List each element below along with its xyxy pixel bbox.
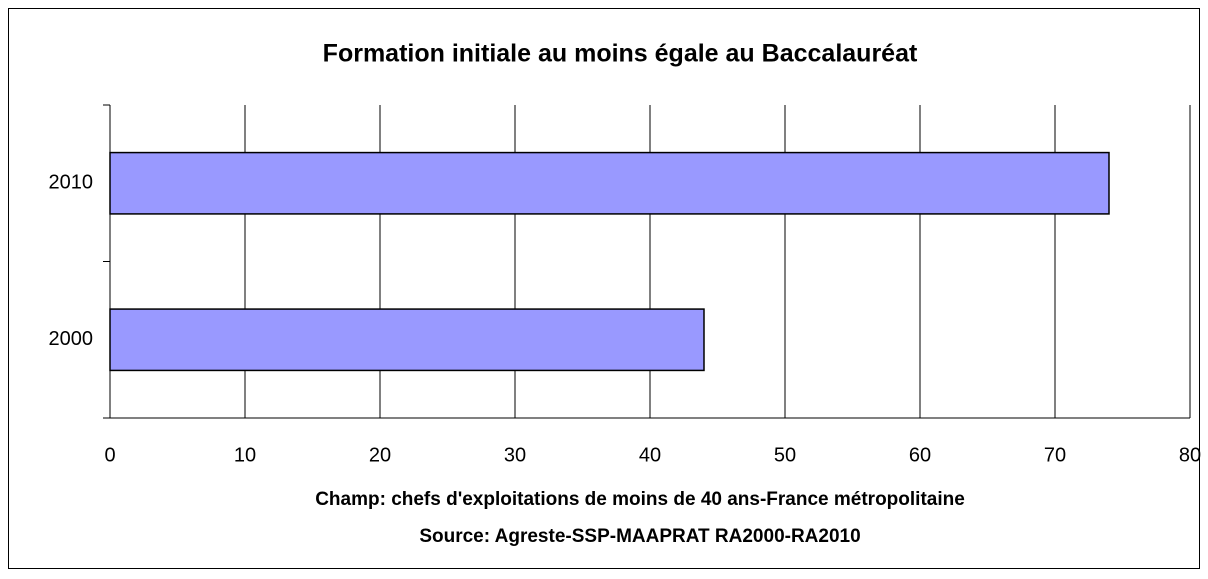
chart-title: Formation initiale au moins égale au Bac… [323,40,918,68]
source-note: Source: Agreste-SSP-MAAPRAT RA2000-RA201… [419,526,860,547]
y-tick-label: 2000 [49,328,94,350]
x-tick-label: 70 [1044,444,1066,466]
x-tick-label: 30 [504,444,526,466]
bar [109,151,1110,215]
x-tick-label: 40 [639,444,661,466]
x-tick-label: 60 [909,444,931,466]
x-tick-label: 80 [1179,444,1201,466]
x-tick-label: 20 [369,444,391,466]
x-axis-label: Champ: chefs d'exploitations de moins de… [315,489,965,510]
x-tick-label: 10 [234,444,256,466]
y-tick-label: 2010 [49,172,94,194]
x-tick-label: 50 [774,444,796,466]
bar [109,308,705,372]
chart-frame [8,8,1200,569]
x-tick-label: 0 [104,444,115,466]
